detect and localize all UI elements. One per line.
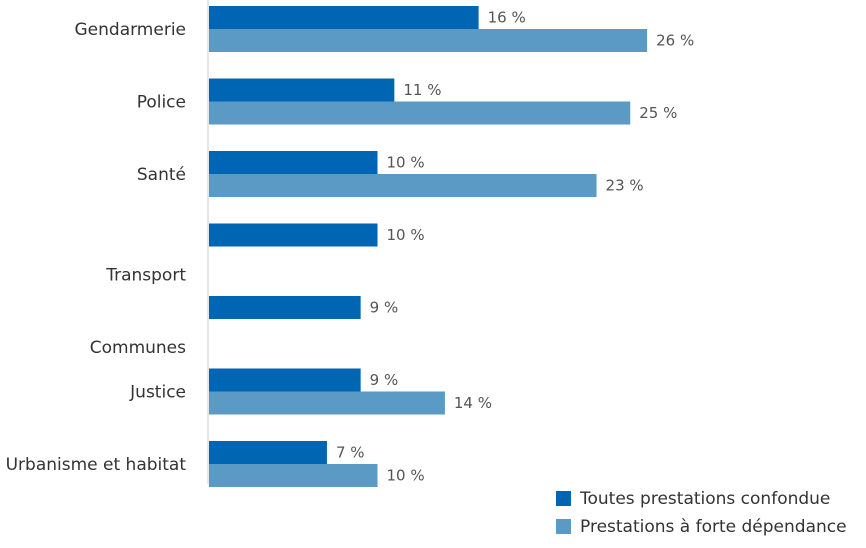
legend-label-series-2: Prestations à forte dépendance [580,517,847,537]
bars-layer [209,6,648,487]
legend-swatch-series-2 [556,519,571,534]
value-label-police-series-2: 25 % [639,104,677,122]
bar-justice-series-1 [209,368,361,392]
bar-police-series-1 [209,78,395,102]
value-label-police-series-1: 11 % [403,81,441,99]
category-label-transport: Transport [105,266,186,286]
value-labels: 16 % 26 % 11 % 25 % 10 % 23 % 10 % 9 % 9 % 14 % 7 … [336,9,694,485]
bar-sante-series-1 [209,151,378,174]
value-label-transport-series-1: 10 % [387,226,425,244]
category-label-justice: Justice [129,383,186,403]
bar-police-series-2 [209,101,631,125]
value-label-gendarmerie-series-2: 26 % [656,32,694,50]
bar-communes-series-1 [209,296,361,319]
value-label-urbanisme-et-habitat-series-1: 7 % [336,444,365,462]
value-label-sante-series-2: 23 % [606,177,644,195]
bar-transport-series-1 [209,223,378,247]
bar-gendarmerie-series-2 [209,29,648,52]
value-label-urbanisme-et-habitat-series-2: 10 % [387,467,425,485]
bar-urbanisme-et-habitat-series-2 [209,464,378,487]
category-label-sante: Santé [137,165,186,185]
bar-sante-series-2 [209,174,597,197]
value-label-sante-series-1: 10 % [387,154,425,172]
category-label-gendarmerie: Gendarmerie [75,20,187,40]
category-label-police: Police [137,93,186,113]
category-label-urbanisme-et-habitat: Urbanisme et habitat [6,455,187,475]
category-label-communes: Communes [90,338,186,358]
legend: Toutes prestations confondue Prestations … [556,489,847,537]
legend-label-series-1: Toutes prestations confondue [579,489,830,509]
value-label-gendarmerie-series-1: 16 % [488,9,526,27]
category-labels: Gendarmerie Police Santé Transport Communes J… [6,20,187,475]
legend-swatch-series-1 [556,491,571,506]
bar-gendarmerie-series-1 [209,6,479,29]
value-label-justice-series-1: 9 % [370,371,399,389]
value-label-communes-series-1: 9 % [370,299,399,317]
bar-justice-series-2 [209,391,445,415]
bar-urbanisme-et-habitat-series-1 [209,441,327,464]
value-label-justice-series-2: 14 % [454,394,492,412]
